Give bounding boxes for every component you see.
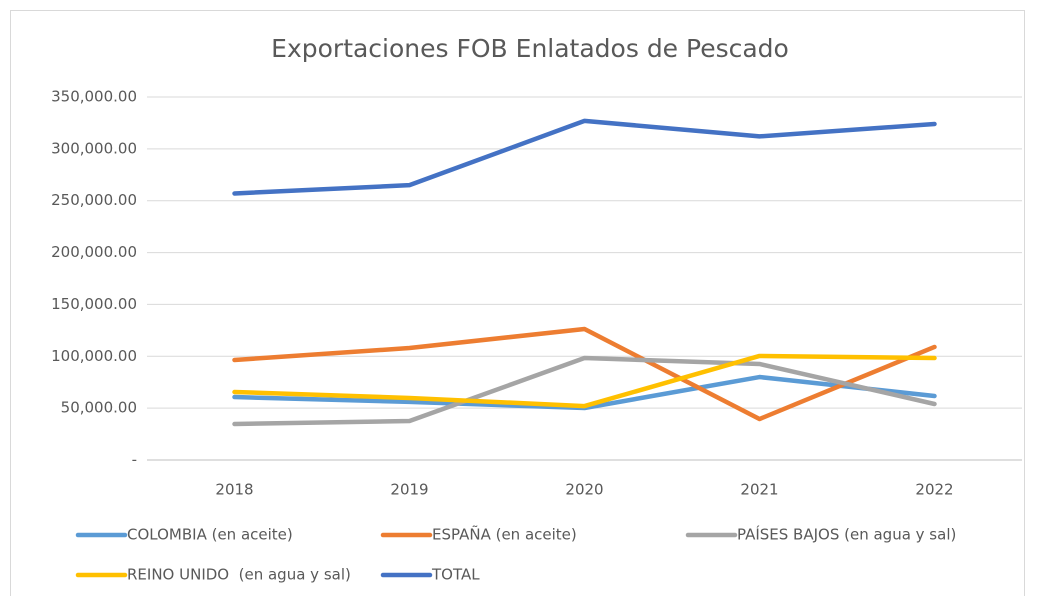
series-line [232, 326, 937, 422]
y-tick-label: 150,000.00 [51, 295, 137, 313]
y-tick-label: - [132, 451, 137, 469]
y-tick-label: 350,000.00 [51, 88, 137, 106]
chart-title: Exportaciones FOB Enlatados de Pescado [271, 34, 789, 63]
x-tick-label: 2019 [390, 481, 428, 499]
x-tick-label: 2021 [740, 481, 778, 499]
x-tick-label: 2022 [915, 481, 953, 499]
legend-label: COLOMBIA (en aceite) [127, 526, 293, 544]
legend-label: PAÍSES BAJOS (en agua y sal) [737, 525, 956, 544]
y-tick-label: 250,000.00 [51, 191, 137, 209]
chart-frame [10, 10, 1025, 596]
legend-label: REINO UNIDO (en agua y sal) [127, 566, 351, 584]
legend-label: TOTAL [431, 566, 480, 584]
x-tick-label: 2018 [215, 481, 253, 499]
series-line [232, 353, 937, 409]
legend-label: ESPAÑA (en aceite) [432, 525, 577, 544]
series-line [232, 355, 937, 427]
y-tick-label: 100,000.00 [51, 347, 137, 365]
y-tick-label: 300,000.00 [51, 139, 137, 157]
series-line [232, 118, 937, 196]
y-tick-label: 200,000.00 [51, 243, 137, 261]
y-tick-label: 50,000.00 [61, 399, 137, 417]
x-tick-label: 2020 [565, 481, 603, 499]
